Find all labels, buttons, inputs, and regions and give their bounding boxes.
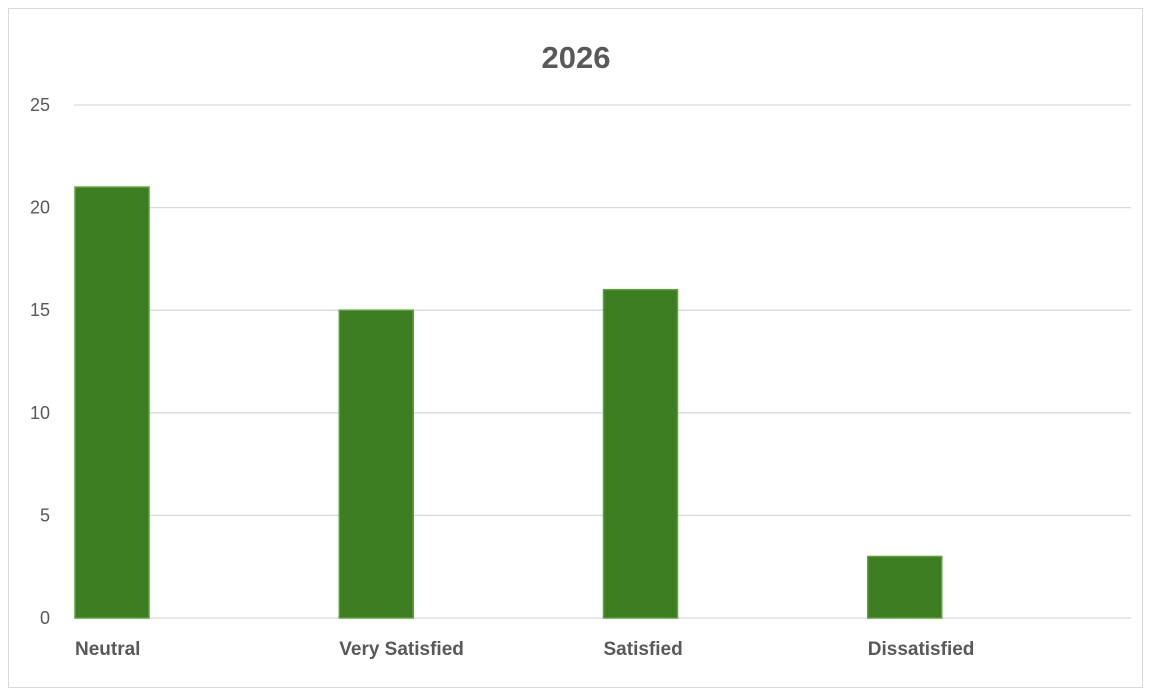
y-tick-label: 10 xyxy=(30,403,50,423)
x-category-label: Neutral xyxy=(75,639,140,660)
y-axis-ticks: 0 5 10 15 20 25 xyxy=(30,95,50,628)
bar xyxy=(602,288,679,619)
gridlines xyxy=(74,104,1131,619)
chart-frame xyxy=(8,8,1143,688)
y-tick-label: 25 xyxy=(30,95,50,115)
x-category-label: Satisfied xyxy=(604,639,683,660)
y-tick-label: 15 xyxy=(30,300,50,320)
x-category-label: Very Satisfied xyxy=(339,639,464,660)
bars xyxy=(74,186,943,619)
x-category-label: Dissatisfied xyxy=(868,639,975,660)
x-axis-labels: Neutral Very Satisfied Satisfied Dissatisfi… xyxy=(75,639,974,660)
chart-title: 2026 xyxy=(542,40,611,75)
bar xyxy=(867,555,943,619)
bar xyxy=(338,309,414,619)
bar xyxy=(74,186,150,619)
y-tick-label: 0 xyxy=(40,608,50,628)
y-tick-label: 5 xyxy=(40,505,50,525)
y-tick-label: 20 xyxy=(30,198,50,218)
bar-chart: 2026 0 5 10 15 20 25 Neutral Very Satisfied Sat… xyxy=(30,40,1131,660)
